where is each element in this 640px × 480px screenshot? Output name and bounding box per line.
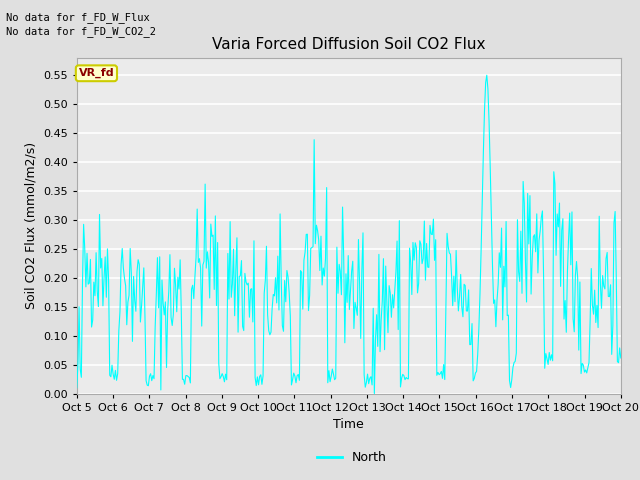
X-axis label: Time: Time [333, 418, 364, 431]
Y-axis label: Soil CO2 Flux (mmol/m2/s): Soil CO2 Flux (mmol/m2/s) [24, 142, 38, 309]
Text: VR_fd: VR_fd [79, 68, 114, 78]
Text: No data for f_FD_W_Flux: No data for f_FD_W_Flux [6, 12, 150, 23]
Title: Varia Forced Diffusion Soil CO2 Flux: Varia Forced Diffusion Soil CO2 Flux [212, 37, 486, 52]
Text: No data for f_FD_W_CO2_2: No data for f_FD_W_CO2_2 [6, 26, 156, 37]
Legend: North: North [312, 446, 392, 469]
